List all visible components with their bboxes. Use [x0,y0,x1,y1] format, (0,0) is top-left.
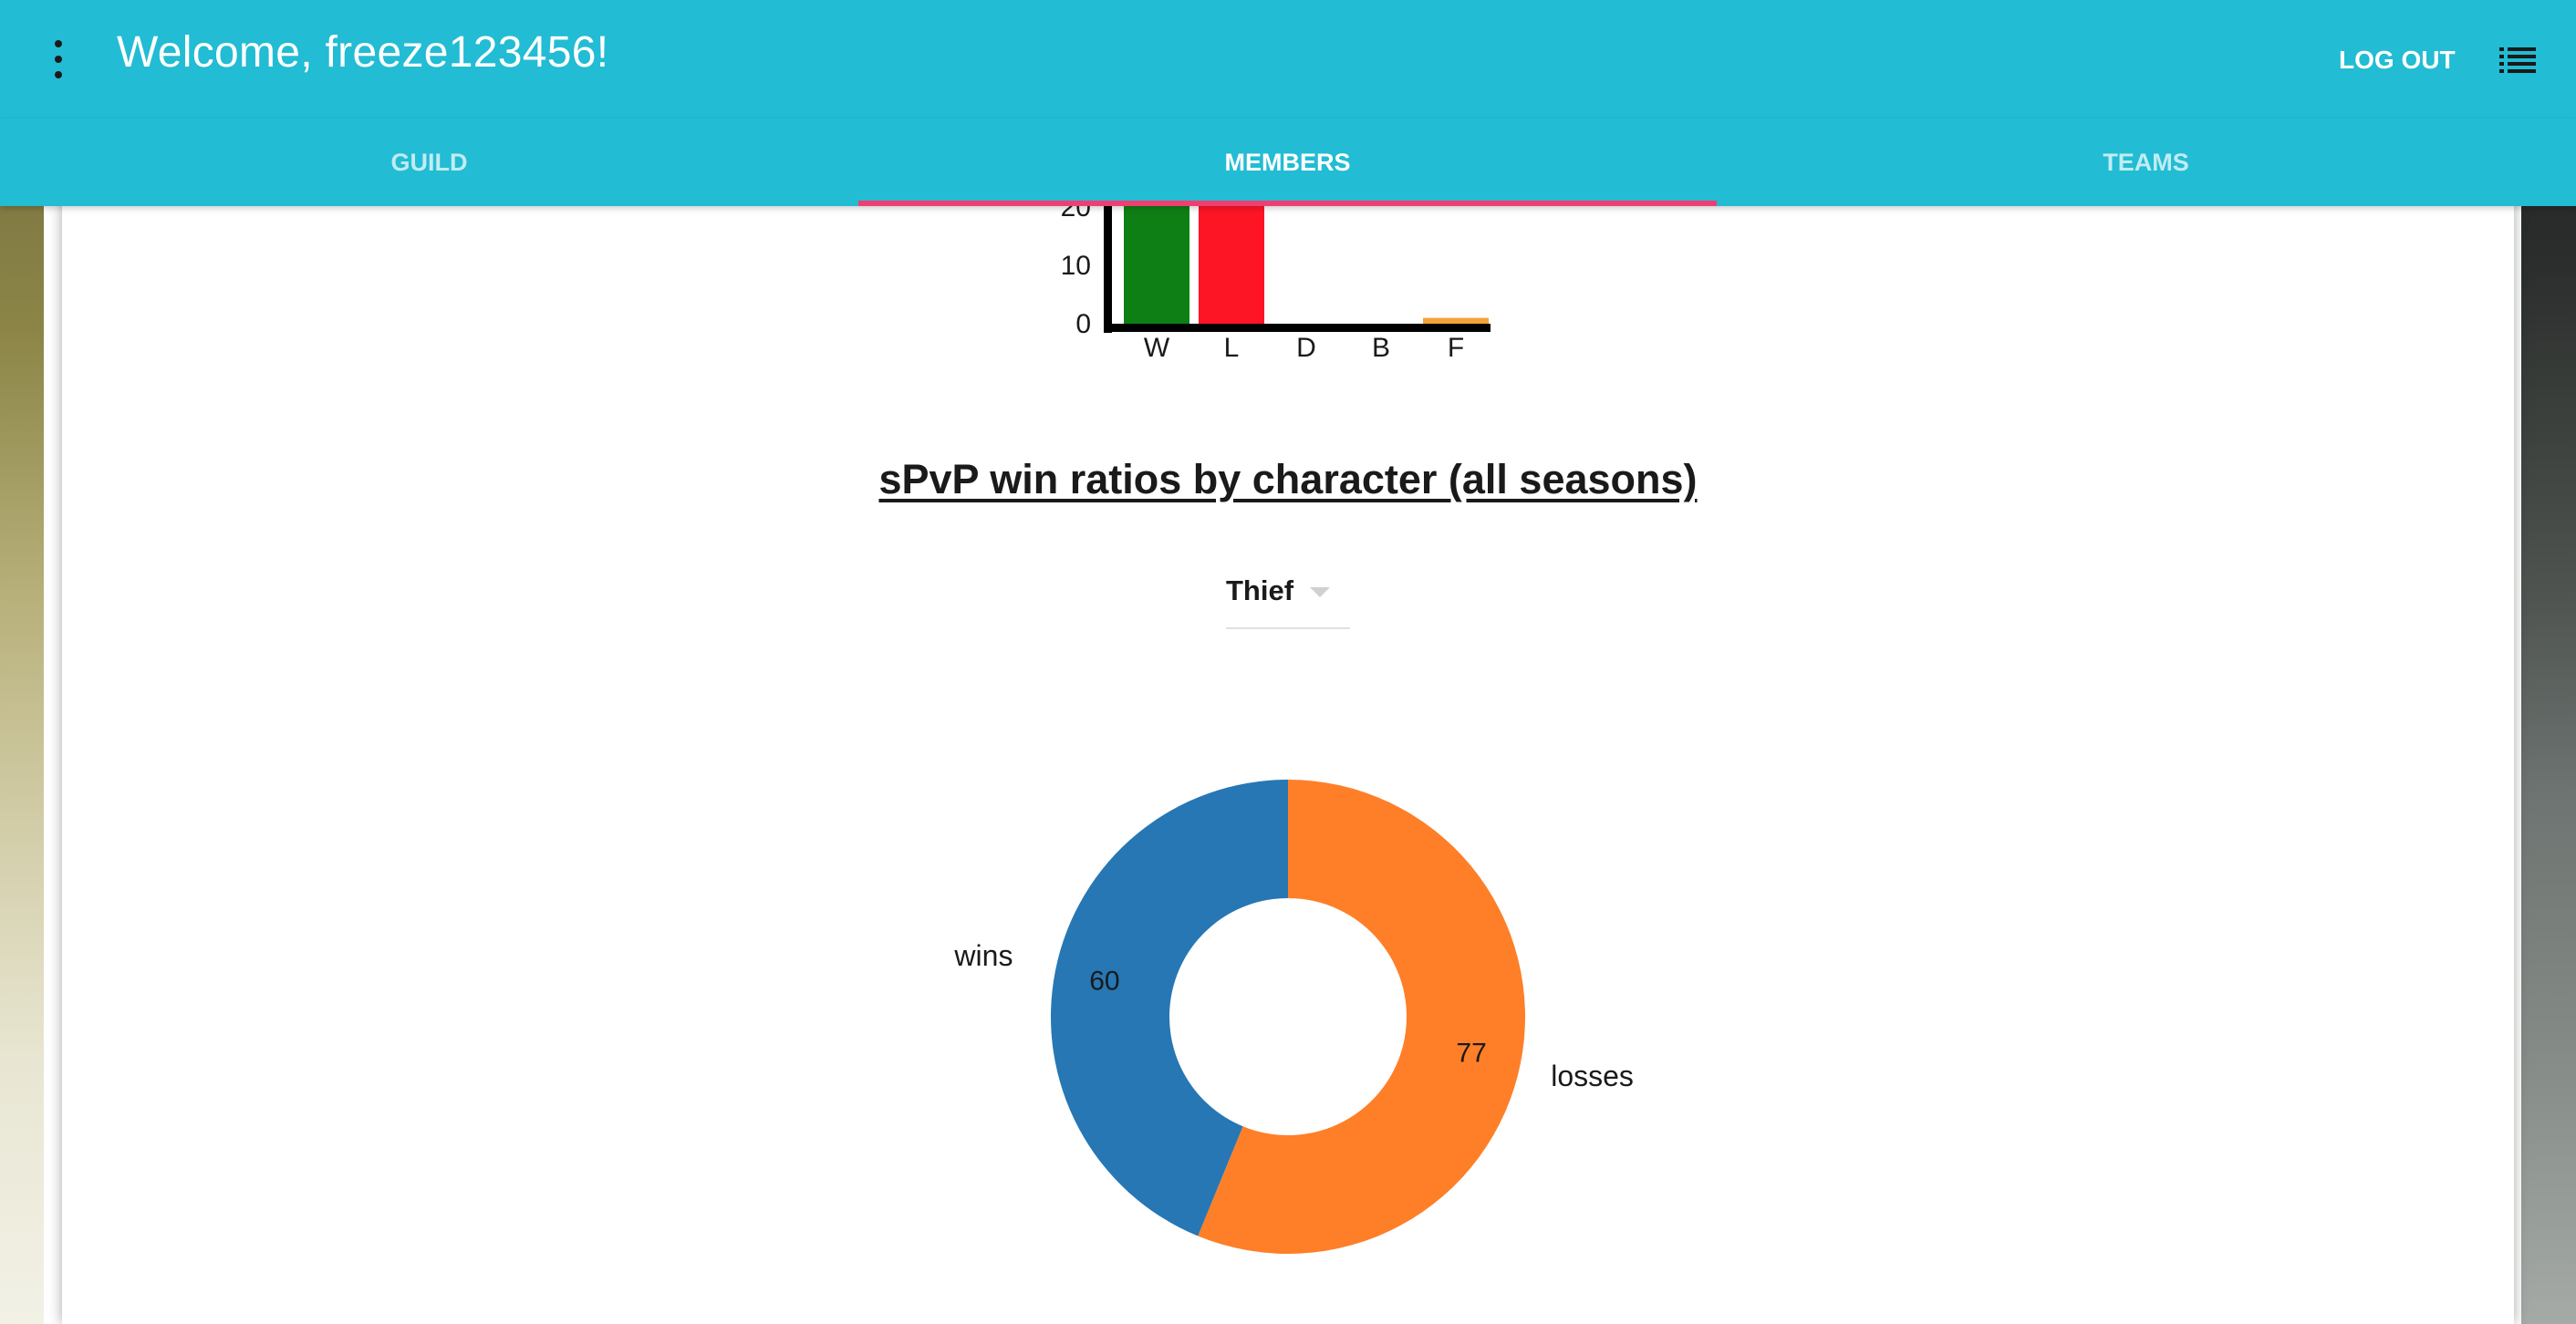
tab-guild[interactable]: GUILD [390,148,468,176]
x-tick-label: L [1224,333,1240,363]
slice-category-label: losses [1551,1060,1634,1092]
slice-wins [1050,780,1288,1236]
tab-members[interactable]: MEMBERS [1224,148,1351,176]
tab-teams[interactable]: TEAMS [2103,148,2189,176]
slice-category-label: wins [953,939,1013,972]
slice-losses [1198,780,1525,1254]
x-tick-label: D [1296,333,1316,363]
y-axis [1104,182,1112,333]
character-select-value: Thief [1226,574,1294,606]
slice-value-label: 77 [1456,1039,1486,1069]
list-icon[interactable] [2499,47,2536,73]
x-tick-label: B [1372,333,1390,363]
character-select[interactable]: Thief [1226,565,1350,629]
tab-bar: GUILD MEMBERS TEAMS [0,119,2576,206]
y-tick-label: 10 [1061,251,1091,281]
x-axis [1104,324,1491,332]
slice-value-label: 60 [1089,966,1119,996]
win-ratio-donut-chart: 77 losses 60 wins [953,780,1634,1254]
wallpaper-right [2521,0,2576,1324]
active-tab-indicator [858,201,1717,206]
x-tick-label: F [1448,333,1464,363]
bar-f [1423,317,1489,324]
y-tick-label: 0 [1075,309,1091,339]
welcome-title: Welcome, freeze123456! [117,28,609,77]
chevron-down-icon [1310,587,1330,597]
win-ratio-heading: sPvP win ratios by character (all season… [878,456,1698,502]
members-card [62,0,2514,1324]
x-tick-label: W [1144,333,1170,363]
wallpaper-left [0,0,44,1324]
logout-button[interactable]: LOG OUT [2339,46,2456,74]
more-vertical-icon[interactable] [47,40,69,78]
app-bar: Welcome, freeze123456! LOG OUT [0,0,2576,119]
